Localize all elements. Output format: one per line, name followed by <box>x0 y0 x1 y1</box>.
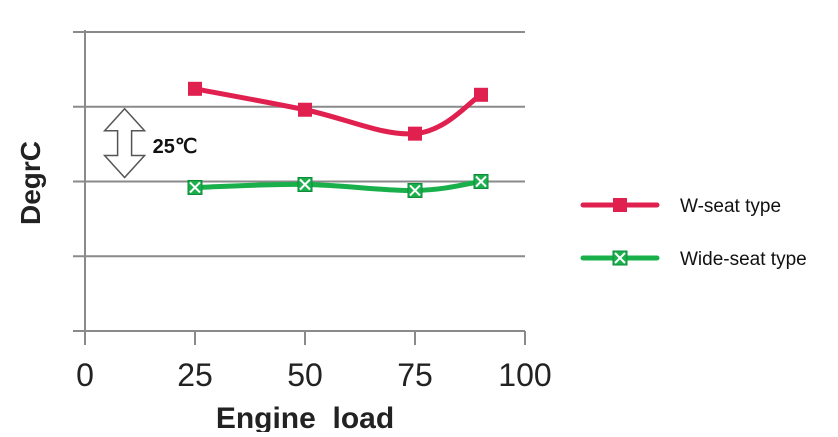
data-point <box>408 126 422 141</box>
marker-square <box>613 198 627 212</box>
data-point <box>474 87 488 102</box>
data-point <box>187 179 203 195</box>
series-layer <box>187 81 489 198</box>
legend-marker <box>612 250 628 266</box>
annotation-layer: 25℃ <box>102 107 198 179</box>
double-arrow-icon <box>102 107 147 179</box>
marker-square <box>188 81 202 96</box>
label-layer: DegrC Engine load <box>15 141 394 435</box>
x-tick-label: 50 <box>287 357 323 393</box>
series-line <box>192 179 484 193</box>
series-line <box>192 86 484 137</box>
marker-square <box>408 126 422 141</box>
series-0 <box>188 81 488 141</box>
legend-label: W-seat type <box>680 196 781 217</box>
legend-marker <box>613 198 627 212</box>
legend-item: Wide-seat type <box>580 249 807 270</box>
legend-item: W-seat type <box>580 196 781 217</box>
data-point <box>473 174 489 189</box>
y-axis-label: DegrC <box>15 141 46 225</box>
x-tick-label: 100 <box>498 357 551 393</box>
data-point <box>298 102 312 117</box>
data-point <box>407 182 423 198</box>
x-tick-label: 75 <box>397 357 433 393</box>
series-1 <box>187 174 489 198</box>
data-point <box>188 81 202 96</box>
marker-square <box>298 102 312 117</box>
x-tick-label: 0 <box>76 357 94 393</box>
marker-square <box>474 87 488 102</box>
marker-x-stroke <box>614 252 626 264</box>
annotation-label: 25℃ <box>153 136 198 158</box>
legend: W-seat type Wide-seat type <box>580 196 807 270</box>
x-tick-label: 25 <box>177 357 213 393</box>
axis-layer: 0 25 50 75 100 <box>73 30 552 393</box>
marker-x-stroke <box>475 175 487 188</box>
marker-x-stroke <box>189 181 201 194</box>
marker-x-stroke <box>409 184 421 197</box>
marker-x-stroke <box>299 178 311 191</box>
legend-label: Wide-seat type <box>680 249 807 270</box>
x-axis-label: Engine load <box>216 402 394 432</box>
grid-layer <box>85 31 525 258</box>
data-point <box>297 176 313 192</box>
